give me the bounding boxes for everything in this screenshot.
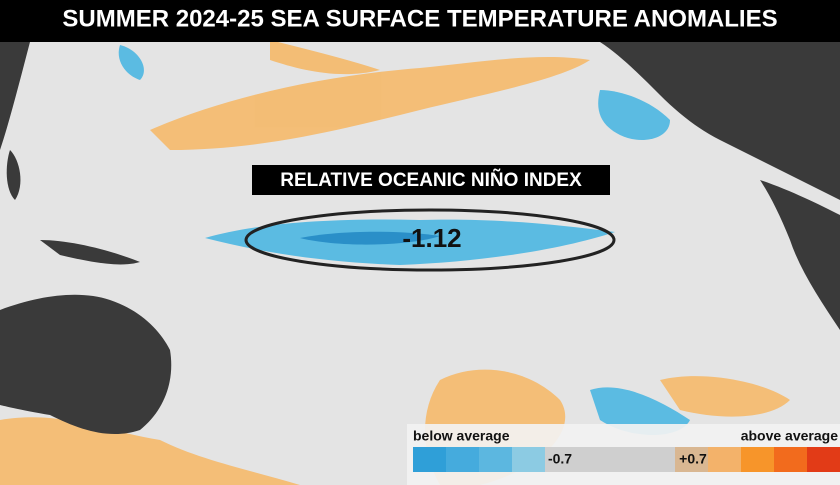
land xyxy=(0,42,840,435)
legend-high-threshold: +0.7 xyxy=(679,451,707,467)
legend-low-threshold: -0.7 xyxy=(548,451,572,467)
legend-swatch xyxy=(708,447,741,472)
index-label: RELATIVE OCEANIC NIÑO INDEX xyxy=(280,169,582,191)
cool-anomalies xyxy=(118,45,690,435)
legend-above-label: above average xyxy=(741,428,838,444)
legend-swatch xyxy=(413,447,446,472)
legend-swatch xyxy=(479,447,512,472)
index-label-box xyxy=(252,165,610,195)
legend-swatch xyxy=(741,447,774,472)
legend-swatch xyxy=(446,447,479,472)
cool-core xyxy=(300,231,440,245)
title: SUMMER 2024-25 SEA SURFACE TEMPERATURE A… xyxy=(62,5,777,32)
legend-swatch xyxy=(774,447,807,472)
legend-swatch xyxy=(675,447,708,472)
legend-swatch xyxy=(807,447,840,472)
title-bar xyxy=(0,0,840,42)
legend-swatch xyxy=(512,447,545,472)
index-region-outline xyxy=(244,208,616,272)
index-value: -1.12 xyxy=(402,223,461,253)
legend-below-label: below average xyxy=(413,428,510,444)
legend-swatch xyxy=(545,447,675,472)
legend: below average above average -0.7 +0.7 xyxy=(407,424,840,485)
